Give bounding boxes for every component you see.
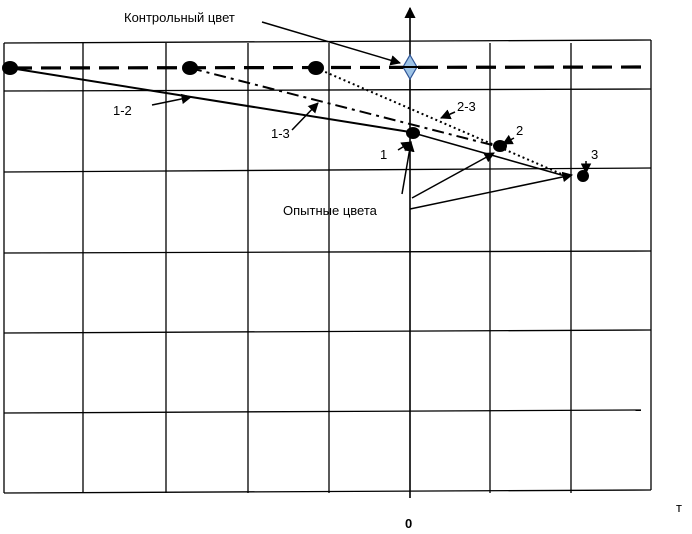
arrow-1-2 [151,93,193,106]
control-color-label: Контрольный цвет [124,10,235,25]
point-2-label: 2 [516,123,523,138]
line-1-2 [9,67,411,133]
experimental-colors-label: Опытные цвета [283,203,378,218]
line-2-3-label: 2-3 [457,99,476,114]
point-3 [577,170,589,182]
axis-t-label: т [676,500,682,515]
control-color-arrow [261,21,402,66]
grid-hline [3,409,642,414]
point-mid [308,61,324,75]
grid-hline [3,489,652,494]
arrow-exp-2 [411,152,495,199]
origin-label: 0 [405,516,412,531]
arrow-point-1 [397,141,412,152]
line-1-2-label: 1-2 [113,103,132,118]
grid-hline [3,250,652,254]
line-1-3 [189,67,501,148]
point-1 [406,127,420,139]
point-2 [493,140,507,152]
grid-hline [3,329,652,334]
arrow-exp-1 [401,140,415,195]
grid-hline [3,167,652,173]
control-dashed-line [11,65,651,70]
arrow-point-2 [502,134,515,145]
line-1-3-label: 1-3 [271,126,290,141]
arrow-2-3 [440,109,456,120]
point-1-label: 1 [380,147,387,162]
grid-hline [3,88,652,92]
point-3-label: 3 [591,147,598,162]
arrow-1-3 [291,102,319,131]
point-mid-left [182,61,198,75]
arrow-exp-3 [409,171,574,210]
grid [3,39,652,494]
line-2-3 [315,67,567,177]
point-left [2,61,18,75]
